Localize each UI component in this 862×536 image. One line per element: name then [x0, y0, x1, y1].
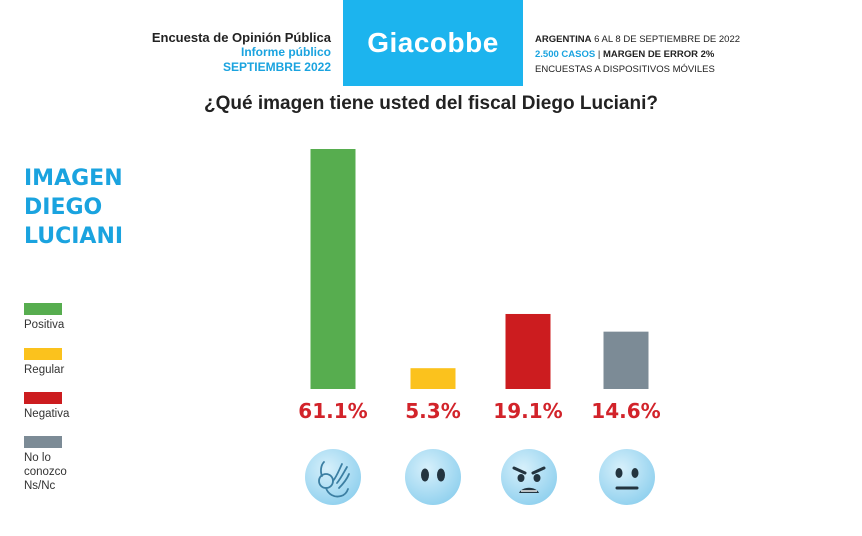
neutral-eyes-icon [404, 448, 462, 511]
expressionless-face-icon [598, 448, 656, 511]
survey-method: ENCUESTAS A DISPOSITIVOS MÓVILES [535, 64, 715, 75]
bar-value-label-2: 5.3% [405, 399, 460, 423]
legend-swatch-regular [24, 348, 62, 360]
bar-value-label-1: 61.1% [298, 399, 367, 423]
bar-4 [603, 331, 649, 389]
header-left: Encuesta de Opinión Pública Informe públ… [100, 30, 331, 75]
question-title: ¿Qué imagen tiene usted del fiscal Diego… [204, 93, 658, 114]
legend-item-negativa: Negativa [24, 392, 69, 421]
legend-item-no-conozco: No lo conozco Ns/Nc [24, 436, 67, 493]
survey-country: ARGENTINA [535, 34, 592, 45]
side-title-line-2: DIEGO [24, 195, 103, 220]
legend-swatch-positiva [24, 303, 62, 315]
survey-cases: 2.500 CASOS [535, 49, 596, 60]
bar-2 [410, 368, 456, 389]
brand-name: Giacobbe [367, 27, 499, 58]
survey-dates: 6 AL 8 DE SEPTIEMBRE DE 2022 [591, 34, 741, 45]
header-right: ARGENTINA 6 AL 8 DE SEPTIEMBRE DE 2022 2… [535, 32, 765, 77]
side-title: IMAGEN DIEGO LUCIANI [24, 164, 123, 251]
ok-hand-icon [304, 448, 362, 511]
bar-1 [310, 149, 356, 389]
report-date: SEPTIEMBRE 2022 [222, 60, 331, 74]
legend-item-positiva: Positiva [24, 303, 64, 332]
legend-label-regular: Regular [24, 364, 65, 376]
legend-label-no-conozco: No lo conozco Ns/Nc [24, 452, 67, 492]
legend-item-regular: Regular [24, 348, 64, 377]
margin-of-error: MARGEN DE ERROR 2% [602, 49, 715, 60]
bar-3 [505, 313, 551, 389]
legend-label-positiva: Positiva [24, 319, 65, 331]
side-title-line-3: LUCIANI [24, 224, 124, 249]
bar-value-label-4: 14.6% [591, 399, 660, 423]
survey-sample-line: 2.500 CASOS | MARGEN DE ERROR 2% [535, 47, 765, 62]
survey-title: Encuesta de Opinión Pública [151, 30, 331, 45]
report-type: Informe público [241, 45, 331, 59]
survey-dates-line: ARGENTINA 6 AL 8 DE SEPTIEMBRE DE 2022 [535, 32, 765, 47]
separator: | [595, 49, 603, 60]
legend-swatch-negativa [24, 392, 62, 404]
legend-label-negativa: Negativa [24, 408, 70, 420]
legend-swatch-no-conozco [24, 436, 62, 448]
angry-face-icon [500, 448, 558, 511]
brand-logo-box: Giacobbe [343, 0, 523, 86]
side-title-line-1: IMAGEN [24, 166, 123, 191]
bar-value-label-3: 19.1% [493, 399, 562, 423]
